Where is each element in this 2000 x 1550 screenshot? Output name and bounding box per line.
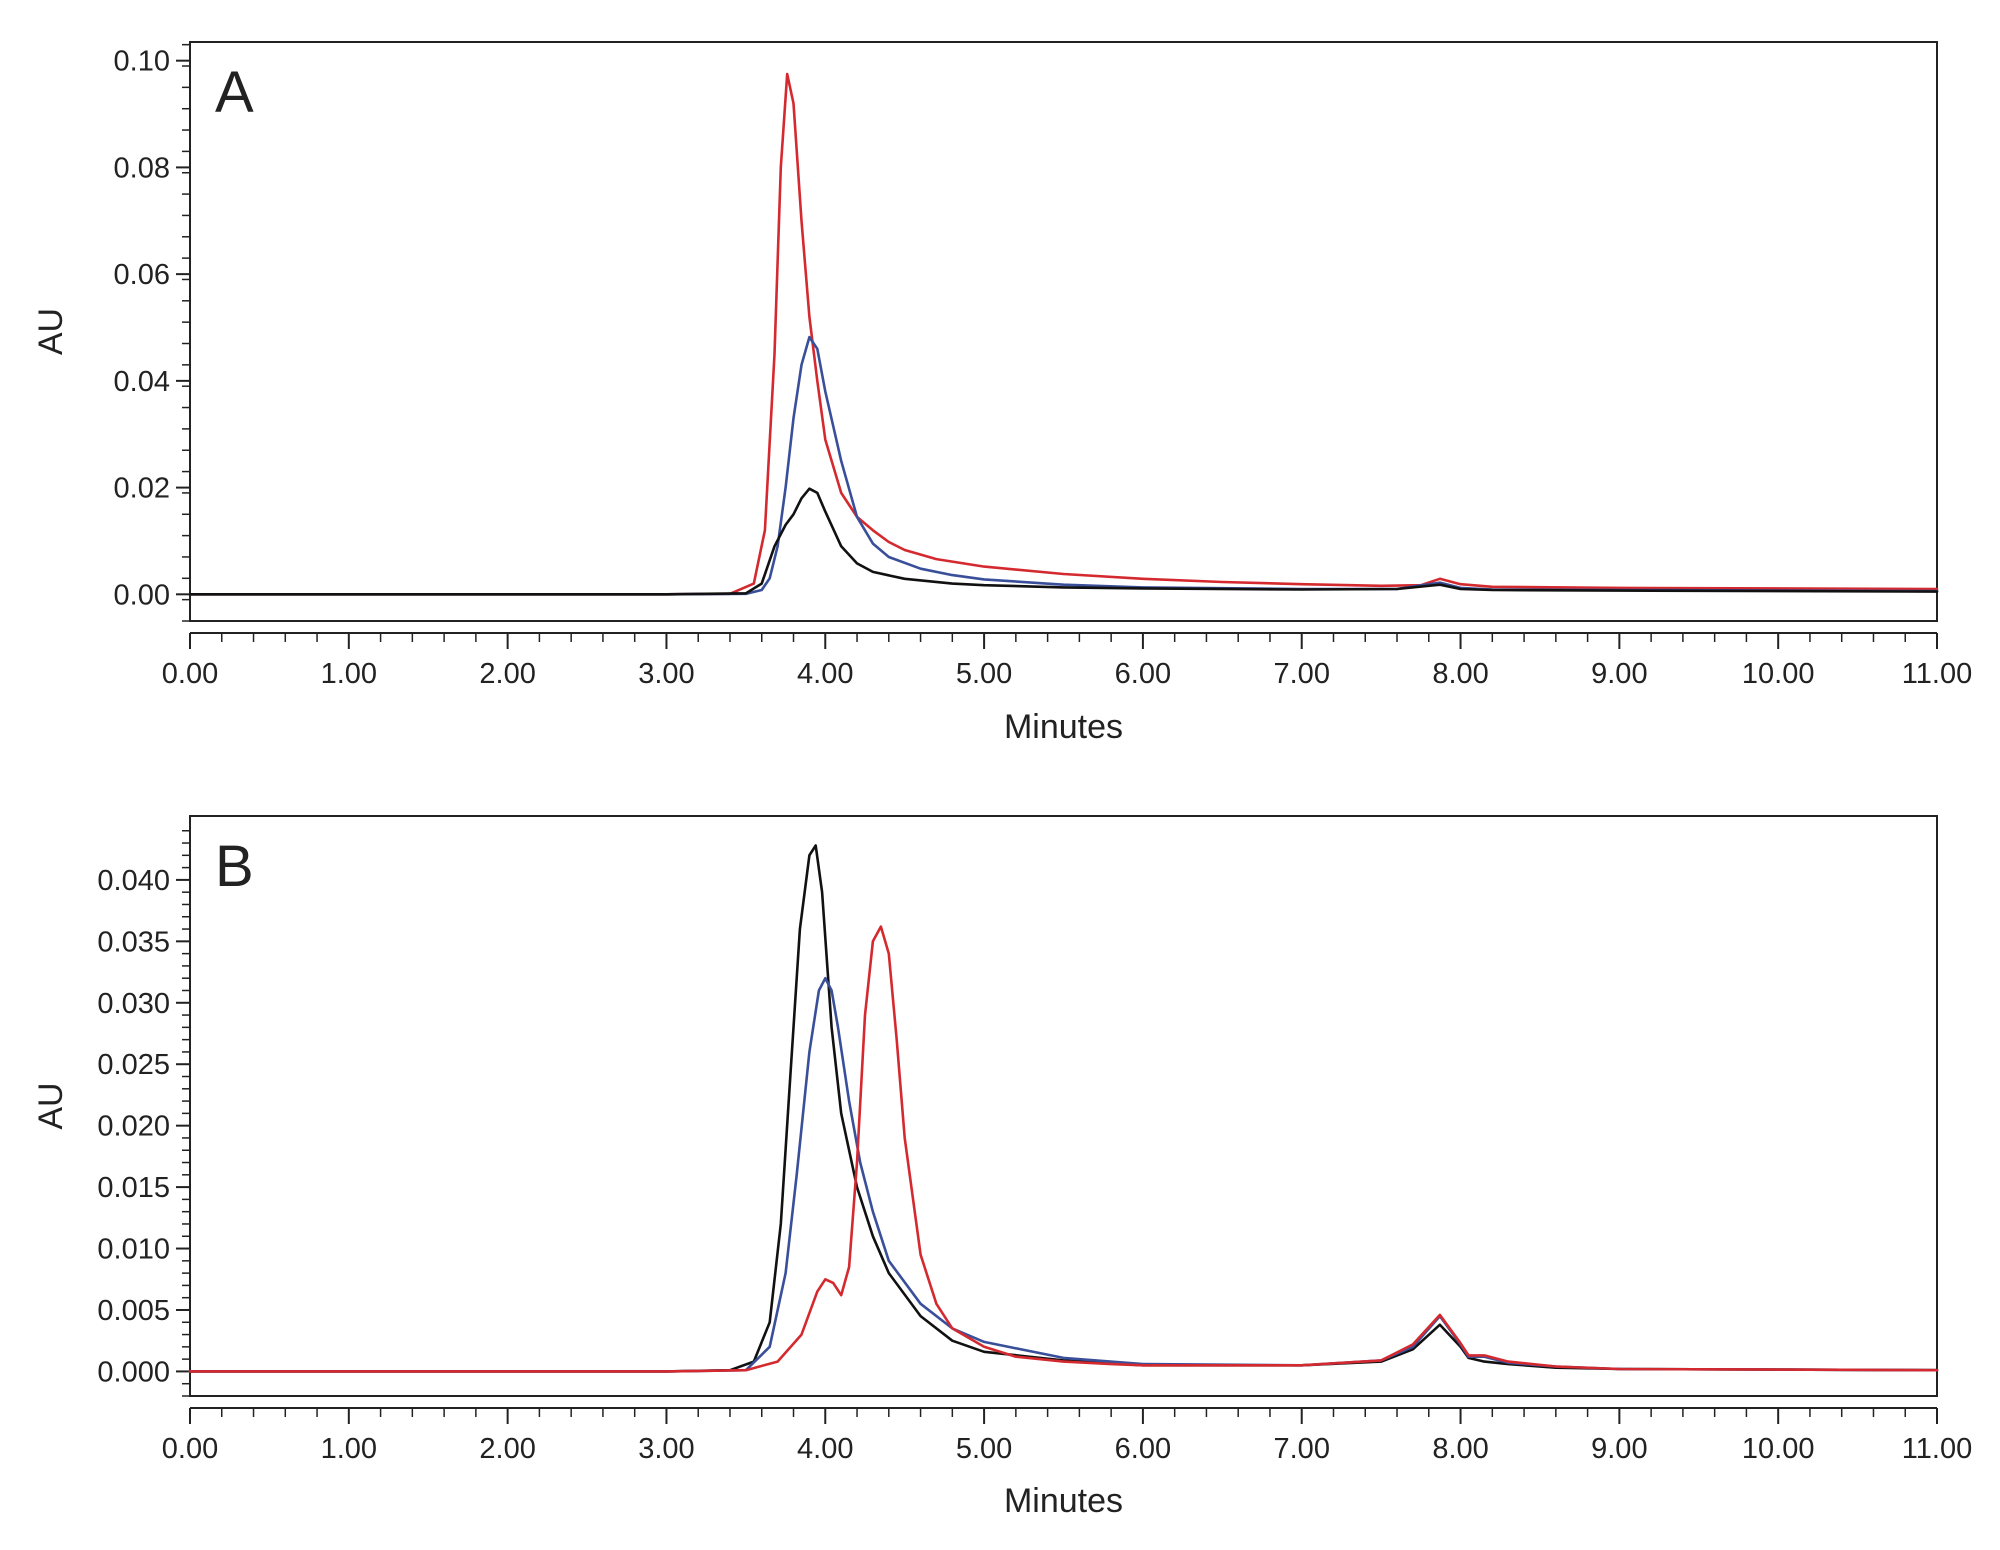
x-tick-label: 6.00 <box>1115 1433 1171 1465</box>
x-tick-label: 1.00 <box>321 1433 377 1465</box>
x-tick-label: 6.00 <box>1115 658 1171 690</box>
x-tick-label: 0.00 <box>162 658 218 690</box>
x-tick-label: 8.00 <box>1432 658 1488 690</box>
x-tick-label: 4.00 <box>797 658 853 690</box>
y-tick-label: 0.020 <box>97 1111 170 1143</box>
x-tick-label: 0.00 <box>162 1433 218 1465</box>
x-tick-label: 9.00 <box>1591 1433 1647 1465</box>
y-tick-label: 0.000 <box>97 1356 170 1388</box>
y-tick-label: 0.08 <box>114 152 170 184</box>
chart-panel-b: 0.00 1.00 2.00 3.00 4.00 5.00 6.00 7.00 8.00 9.00… <box>32 815 1972 1520</box>
series-line-3 <box>188 925 1939 1373</box>
y-tick-label: 0.06 <box>114 259 170 291</box>
panel-label: B <box>215 834 254 899</box>
x-tick-label: 11.00 <box>1902 658 1972 690</box>
x-tick-label: 3.00 <box>638 1433 694 1465</box>
series-line-3 <box>188 487 1939 596</box>
y-tick-label: 0.010 <box>97 1234 170 1266</box>
y-tick-label: 0.035 <box>97 926 170 958</box>
y-tick-label: 0.005 <box>97 1295 170 1327</box>
y-tick-label: 0.10 <box>114 46 170 78</box>
y-tick-label: 0.040 <box>97 865 170 897</box>
y-tick-label: 0.015 <box>97 1172 170 1204</box>
x-tick-label: 10.00 <box>1742 1433 1815 1465</box>
chart-panel-a: 0.00 1.00 2.00 3.00 4.00 5.00 6.00 7.00 8.00 9.00… <box>32 41 1972 746</box>
x-tick-label: 10.00 <box>1742 658 1815 690</box>
x-tick-label: 8.00 <box>1432 1433 1488 1465</box>
panel-label: A <box>215 60 254 125</box>
x-tick-label: 2.00 <box>479 1433 535 1465</box>
x-tick-label: 7.00 <box>1274 1433 1330 1465</box>
x-tick-label: 4.00 <box>797 1433 853 1465</box>
series-line-1 <box>188 844 1939 1373</box>
series-line-2 <box>188 976 1939 1373</box>
x-tick-label: 11.00 <box>1902 1433 1972 1465</box>
y-axis-title: AU <box>32 308 70 355</box>
x-tick-label: 7.00 <box>1274 658 1330 690</box>
x-tick-label: 5.00 <box>956 658 1012 690</box>
y-tick-label: 0.04 <box>114 366 170 398</box>
x-tick-label: 9.00 <box>1591 658 1647 690</box>
series-line-2 <box>188 335 1939 596</box>
plot-frame <box>189 41 1938 622</box>
x-tick-label: 1.00 <box>321 658 377 690</box>
series-line-1 <box>188 72 1939 596</box>
y-tick-label: 0.02 <box>114 473 170 505</box>
x-axis-title: Minutes <box>1004 1482 1123 1520</box>
y-tick-label: 0.00 <box>114 579 170 611</box>
x-axis-title: Minutes <box>1004 708 1123 746</box>
plot-frame <box>189 815 1938 1397</box>
x-tick-label: 3.00 <box>638 658 694 690</box>
x-tick-label: 2.00 <box>479 658 535 690</box>
x-tick-label: 5.00 <box>956 1433 1012 1465</box>
y-tick-label: 0.030 <box>97 988 170 1020</box>
y-axis-title: AU <box>32 1082 70 1129</box>
y-tick-label: 0.025 <box>97 1049 170 1081</box>
